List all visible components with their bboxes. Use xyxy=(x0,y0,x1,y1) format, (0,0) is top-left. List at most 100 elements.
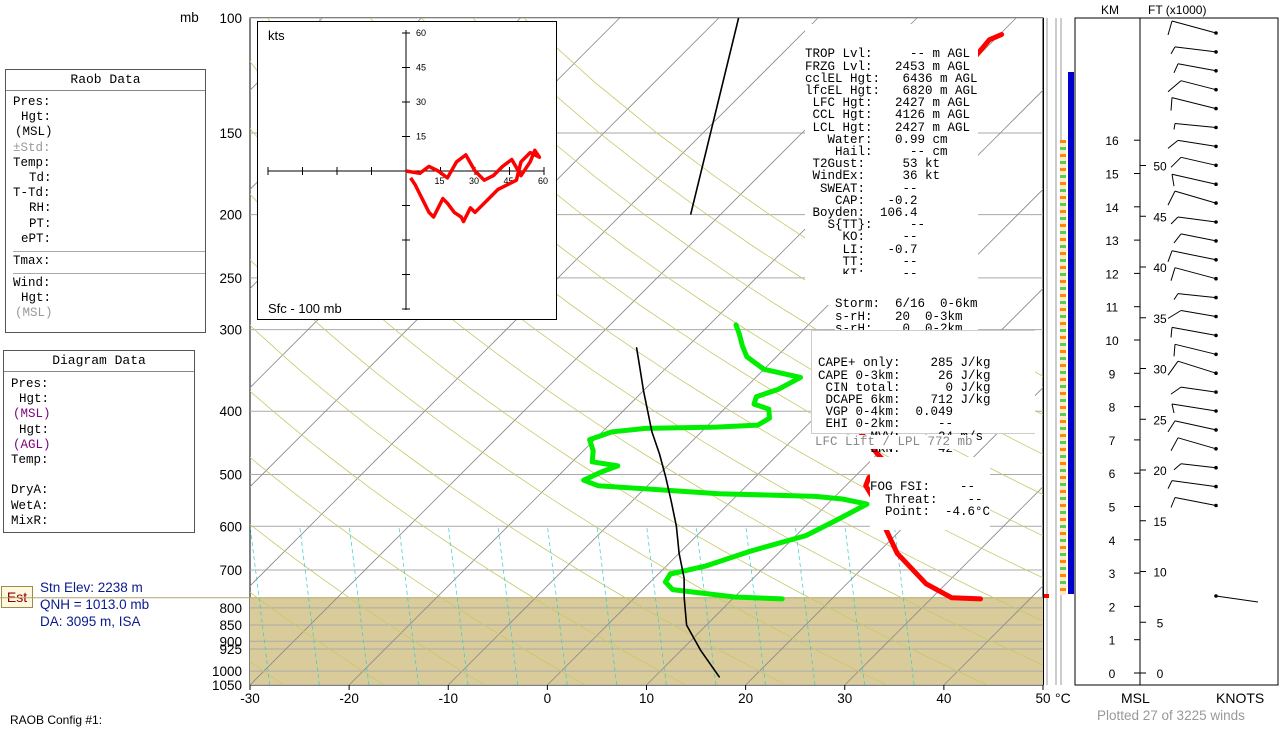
stats-block4-line: Threat: -- xyxy=(870,492,983,507)
diagram-data-title: Diagram Data xyxy=(4,351,194,372)
wind-barb-base xyxy=(1214,276,1218,281)
wind-barb-base xyxy=(1214,447,1218,451)
wind-barb-base xyxy=(1214,484,1218,489)
moisture-segment xyxy=(1060,546,1066,549)
temp-unit-label: °C xyxy=(1055,690,1071,706)
raob-separator xyxy=(13,250,205,252)
pressure-unit-label: mb xyxy=(180,10,199,25)
km-tick-label: 3 xyxy=(1109,567,1116,581)
dry-adiabat xyxy=(250,456,586,685)
ft-tick-label: 45 xyxy=(1153,210,1167,224)
mixing-ratio-line xyxy=(398,526,419,685)
moisture-segment xyxy=(1060,574,1066,577)
stats-block1-line: LFC Hgt: 2427 m AGL xyxy=(805,96,971,111)
stats-block1-line: LCL Hgt: 2427 m AGL xyxy=(805,120,971,135)
stats-block1-line: CAP: -0.2 xyxy=(805,193,918,208)
km-tick-label: 4 xyxy=(1109,534,1116,548)
stats-block1-line: WindEx: 36 kt xyxy=(805,169,941,184)
wind-barb-base xyxy=(1214,69,1218,73)
mixing-ratio-line xyxy=(646,526,667,685)
stats-block1-line: lfcEL Hgt: 6820 m AGL xyxy=(805,84,978,99)
wind-barb-flag xyxy=(1167,360,1179,376)
wind-barb xyxy=(1174,343,1217,355)
km-tick-label: 12 xyxy=(1105,267,1119,281)
wind-barb-flag xyxy=(1173,233,1182,244)
isotherm-line xyxy=(0,18,223,685)
hodo-x-tick-label: 30 xyxy=(469,176,479,186)
wind-barb xyxy=(1177,360,1217,374)
moisture-segment xyxy=(1060,385,1066,388)
dry-adiabat xyxy=(250,523,486,685)
raob-row-td: Td: xyxy=(29,170,52,185)
moisture-segment xyxy=(1060,266,1066,269)
ft-tick-label: 30 xyxy=(1153,363,1167,377)
moisture-segment xyxy=(1060,350,1066,353)
moisture-segment xyxy=(1060,553,1066,556)
stats-block1-line: TT: -- xyxy=(805,254,918,269)
wind-barb-base xyxy=(1214,201,1218,205)
diagram-row-hgt2: Hgt: xyxy=(19,422,50,437)
wind-barb-base xyxy=(1214,50,1218,54)
moisture-segment xyxy=(1060,532,1066,535)
moisture-segment xyxy=(1060,315,1066,318)
wind-barb-flag xyxy=(1171,403,1175,414)
temp-tick-label: 50 xyxy=(1035,691,1050,706)
stats-block-4: FOG FSI: -- Threat: -- Point: -4.6°C xyxy=(870,457,991,531)
wind-barb xyxy=(1180,156,1217,166)
raob-row-rh: RH: xyxy=(29,201,52,216)
wind-barb-flag xyxy=(1170,46,1176,55)
pressure-tick-label: 1050 xyxy=(212,678,242,693)
pressure-tick-label: 600 xyxy=(219,519,242,534)
mixing-ratio-line xyxy=(348,526,370,685)
moisture-segment xyxy=(1060,462,1066,465)
km-tick-label: 6 xyxy=(1109,467,1116,481)
moisture-segment xyxy=(1060,483,1066,486)
mixing-ratio-line xyxy=(448,526,469,685)
wind-barb-flag xyxy=(1173,463,1182,471)
temp-tick-label: 10 xyxy=(639,691,654,706)
mixing-ratio-line xyxy=(250,526,271,685)
moisture-segment xyxy=(1060,301,1066,304)
wind-barb-flag xyxy=(1171,174,1175,187)
temp-tick-label: 20 xyxy=(738,691,753,706)
wind-profile-frame xyxy=(1074,17,1279,686)
moisture-segment xyxy=(1060,322,1066,325)
pressure-tick-label: 400 xyxy=(219,404,242,419)
moisture-segment xyxy=(1060,476,1066,479)
hodograph-inset: kts Sfc - 100 mb 15 15 30 30 45 45 60 60 xyxy=(257,21,557,320)
stats-block1-line: Water: 0.99 cm xyxy=(805,132,948,147)
moisture-segment xyxy=(1060,560,1066,563)
pressure-tick-label: 250 xyxy=(219,271,242,286)
mixing-ratio-line xyxy=(794,526,816,685)
raob-row-msl: (MSL) xyxy=(15,125,53,140)
wind-barb xyxy=(1177,216,1217,223)
stats-block3-line: CAPE+ only: 285 J/kg xyxy=(818,356,991,371)
stats-block-3-frame xyxy=(811,330,1035,434)
stats-block1-line: cclEL Hgt: 6436 m AGL xyxy=(805,71,978,86)
moisture-segment xyxy=(1060,245,1066,248)
dry-adiabat xyxy=(369,18,1043,496)
diagram-row-msl: (MSL) xyxy=(13,407,51,422)
pressure-tick-label: 300 xyxy=(219,323,242,338)
stats-block1-line: SWEAT: -- xyxy=(805,181,918,196)
est-button[interactable]: Est xyxy=(1,586,33,608)
moisture-segment xyxy=(1060,231,1066,234)
temp-tick-label: -10 xyxy=(438,691,458,706)
hodograph-unit: kts xyxy=(268,28,285,43)
moisture-segment xyxy=(1060,308,1066,311)
station-density-altitude: DA: 3095 m, ISA xyxy=(40,614,141,629)
wind-barb-base xyxy=(1214,428,1218,432)
km-tick-label: 11 xyxy=(1106,301,1119,315)
moisture-segment xyxy=(1060,259,1066,262)
wind-barb xyxy=(1180,80,1217,91)
moisture-segment xyxy=(1060,455,1066,458)
wind-barb-flag xyxy=(1167,80,1182,93)
wind-barb xyxy=(1171,326,1217,336)
moisture-segment xyxy=(1060,280,1066,283)
diagram-row-agl: (AGL) xyxy=(13,437,51,452)
moisture-segment xyxy=(1060,469,1066,472)
wind-barb xyxy=(1177,437,1217,450)
station-info: Stn Elev: 2238 m QNH = 1013.0 mb DA: 309… xyxy=(40,579,149,630)
ft-tick-label: 10 xyxy=(1153,566,1167,580)
moisture-segment xyxy=(1060,357,1066,360)
